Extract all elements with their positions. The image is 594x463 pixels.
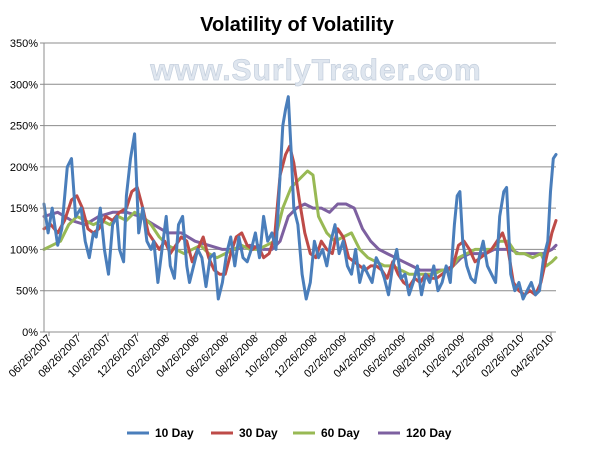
legend: 10 Day 30 Day 60 Day 120 Day — [127, 426, 452, 440]
y-tick-label: 250% — [10, 121, 38, 133]
y-tick-label: 350% — [10, 38, 38, 50]
legend-label: 120 Day — [406, 426, 452, 440]
series-line-30-day — [42, 144, 558, 297]
plot-area — [42, 95, 558, 301]
y-tick-label: 300% — [10, 79, 38, 91]
series-line-10-day — [42, 95, 558, 301]
legend-label: 30 Day — [239, 426, 278, 440]
y-axis-ticks: 0% 50% 100% 150% 200% 250% 300% 350% — [10, 38, 44, 339]
series-line-60-day — [42, 169, 558, 276]
y-tick-label: 100% — [10, 244, 38, 256]
legend-label: 10 Day — [155, 426, 194, 440]
y-tick-label: 50% — [16, 286, 38, 298]
y-tick-label: 150% — [10, 203, 38, 215]
legend-label: 60 Day — [321, 426, 360, 440]
chart-title: Volatility of Volatility — [200, 14, 395, 36]
x-axis-ticks: 06/26/200708/26/200710/26/200712/26/2007… — [7, 332, 556, 380]
y-tick-label: 0% — [22, 327, 38, 339]
watermark: www.SurlyTrader.com — [149, 54, 481, 87]
y-tick-label: 200% — [10, 162, 38, 174]
axes — [43, 43, 556, 333]
